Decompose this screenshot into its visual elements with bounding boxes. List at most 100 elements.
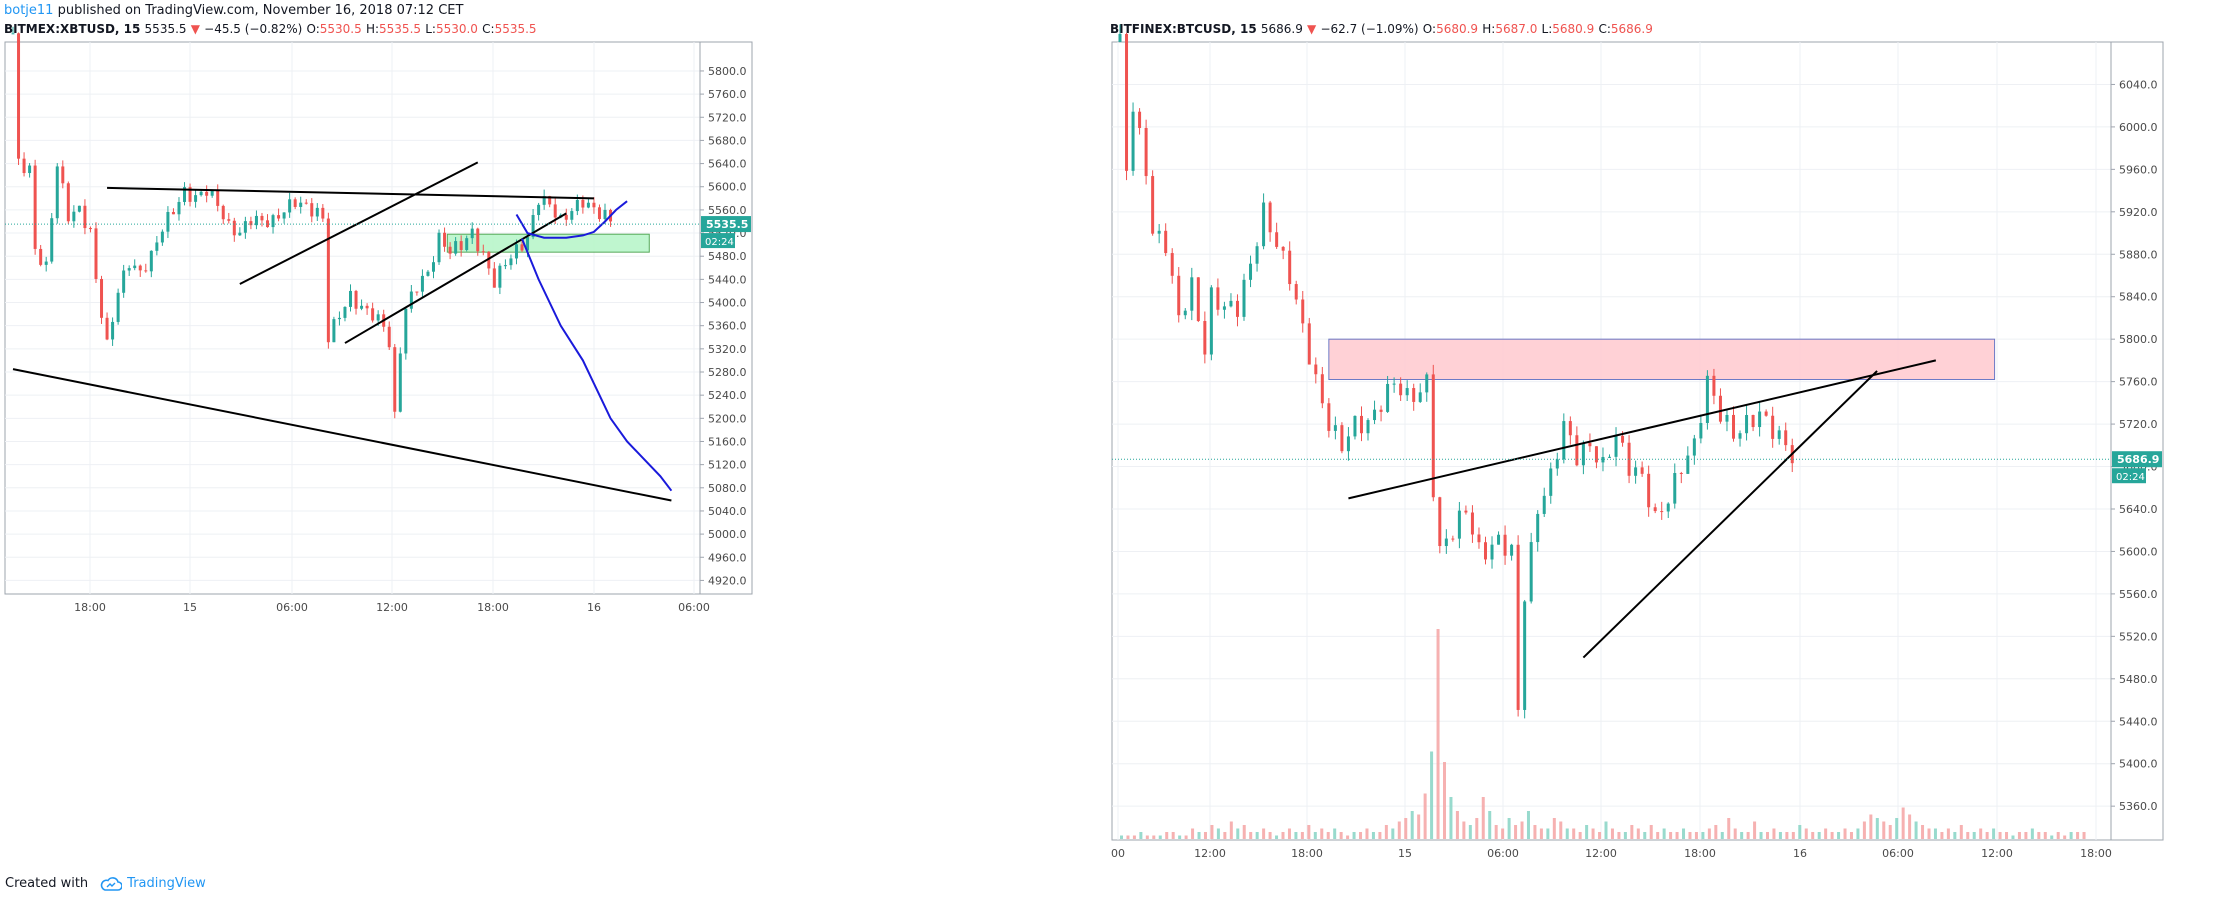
left-trend-line (239, 161, 479, 285)
candle-body (514, 244, 518, 259)
candle-body (1634, 467, 1638, 476)
volume-bar (1423, 793, 1427, 839)
candle-body (160, 231, 164, 243)
candle-body (1288, 250, 1292, 285)
candle-body (371, 308, 375, 321)
volume-bar (1216, 828, 1220, 839)
candle-body (1510, 544, 1514, 556)
right-y-tick-label: 5400.0 (2119, 758, 2158, 771)
volume-bar (1727, 818, 1731, 839)
volume-bar (1384, 825, 1388, 839)
candle-body (431, 262, 435, 272)
right-y-tick-label: 5480.0 (2119, 673, 2158, 686)
candle-body (603, 209, 607, 220)
right-symbol: BITFINEX:BTCUSD, 15 (1110, 22, 1257, 36)
left-zone-rect (446, 233, 650, 253)
volume-bar (1856, 828, 1860, 839)
tradingview-logo[interactable]: TradingView (100, 873, 206, 895)
right-chart-title: BITFINEX:BTCUSD, 15 5686.9 ▼ −62.7 (−1.0… (1110, 19, 1653, 39)
volume-bar (1714, 825, 1718, 839)
left-y-tick-label: 5320.0 (708, 343, 747, 356)
volume-bar (1242, 825, 1246, 839)
volume-bar (1307, 825, 1311, 839)
candle-body (1268, 202, 1272, 233)
candle-body (1203, 321, 1207, 355)
volume-bar (1830, 832, 1834, 839)
candle-body (387, 326, 391, 348)
right-y-tick-label: 5800.0 (2119, 333, 2158, 346)
candle-body (105, 317, 109, 340)
left-h-label: H: (365, 22, 380, 36)
candle-body (61, 166, 65, 184)
volume-bar (1701, 832, 1705, 839)
left-y-tick-label: 5680.0 (708, 134, 747, 147)
candle-body (581, 199, 585, 208)
volume-bar (1895, 818, 1899, 839)
volume-bar (1598, 832, 1602, 839)
volume-bar (1992, 828, 1996, 839)
candle-body (1712, 375, 1716, 396)
candle-body (1470, 512, 1474, 535)
volume-bar (1649, 825, 1653, 839)
candle-body (1745, 415, 1749, 434)
candle-body (44, 261, 48, 265)
right-x-tick-label: 12:00 (1194, 847, 1226, 860)
candle-body (1170, 253, 1174, 276)
volume-bar (1430, 751, 1434, 839)
volume-bar (1669, 832, 1673, 839)
left-y-tick-label: 4920.0 (708, 574, 747, 587)
candle-body (1594, 446, 1598, 463)
left-symbol: BITMEX:XBTUSD, 15 (4, 22, 141, 36)
left-price-tag-bg (701, 216, 751, 233)
left-x-tick-label: 06:00 (678, 601, 710, 614)
candle-body (127, 268, 131, 271)
candle-body (1523, 601, 1527, 710)
candle-body (1621, 435, 1625, 443)
candle-body (1666, 503, 1670, 512)
volume-bar (2011, 835, 2015, 839)
volume-bar (1623, 832, 1627, 839)
candle-body (1307, 323, 1311, 365)
candle-body (1784, 430, 1788, 446)
candle-body (1581, 442, 1585, 466)
candle-body (1373, 409, 1377, 421)
volume-bar (1636, 828, 1640, 839)
candle-body (28, 165, 32, 174)
right-low: 5680.9 (1552, 22, 1595, 36)
left-timer-tag: 02:24 (705, 237, 734, 248)
candle-body (1483, 542, 1487, 560)
published-text: published on TradingView.com, November 1… (57, 3, 464, 18)
candle-body (1183, 310, 1187, 316)
brand-text: TradingView (127, 876, 206, 891)
candle-body (249, 221, 253, 226)
right-o-label: O: (1422, 22, 1437, 36)
candle-body (526, 237, 530, 251)
candle-body (17, 33, 21, 159)
candle-body (171, 211, 175, 215)
right-y-tick-label: 5360.0 (2119, 800, 2158, 813)
left-low: 5530.0 (435, 22, 478, 36)
candle-body (1359, 415, 1363, 434)
candle-body (1758, 411, 1762, 428)
volume-bar (1475, 818, 1479, 839)
right-y-tick-label: 5880.0 (2119, 248, 2158, 261)
candle-body (260, 215, 264, 221)
publish-line: botje11 published on TradingView.com, No… (4, 1, 463, 21)
candle-body (1777, 430, 1781, 439)
volume-bar (1804, 828, 1808, 839)
candle-body (586, 202, 590, 208)
left-x-tick-label: 16 (587, 601, 601, 614)
author-link[interactable]: botje11 (4, 3, 54, 18)
volume-bar (1998, 832, 2002, 839)
candle-body (1673, 473, 1677, 504)
candle-body (1640, 467, 1644, 474)
candle-body (1196, 277, 1200, 322)
volume-bar (1875, 818, 1879, 839)
right-h-label: H: (1482, 22, 1496, 36)
candle-body (476, 228, 480, 252)
volume-bar (1888, 825, 1892, 839)
left-close: 5535.5 (494, 22, 537, 36)
candle-body (83, 205, 87, 229)
left-last: 5535.5 (144, 22, 187, 36)
